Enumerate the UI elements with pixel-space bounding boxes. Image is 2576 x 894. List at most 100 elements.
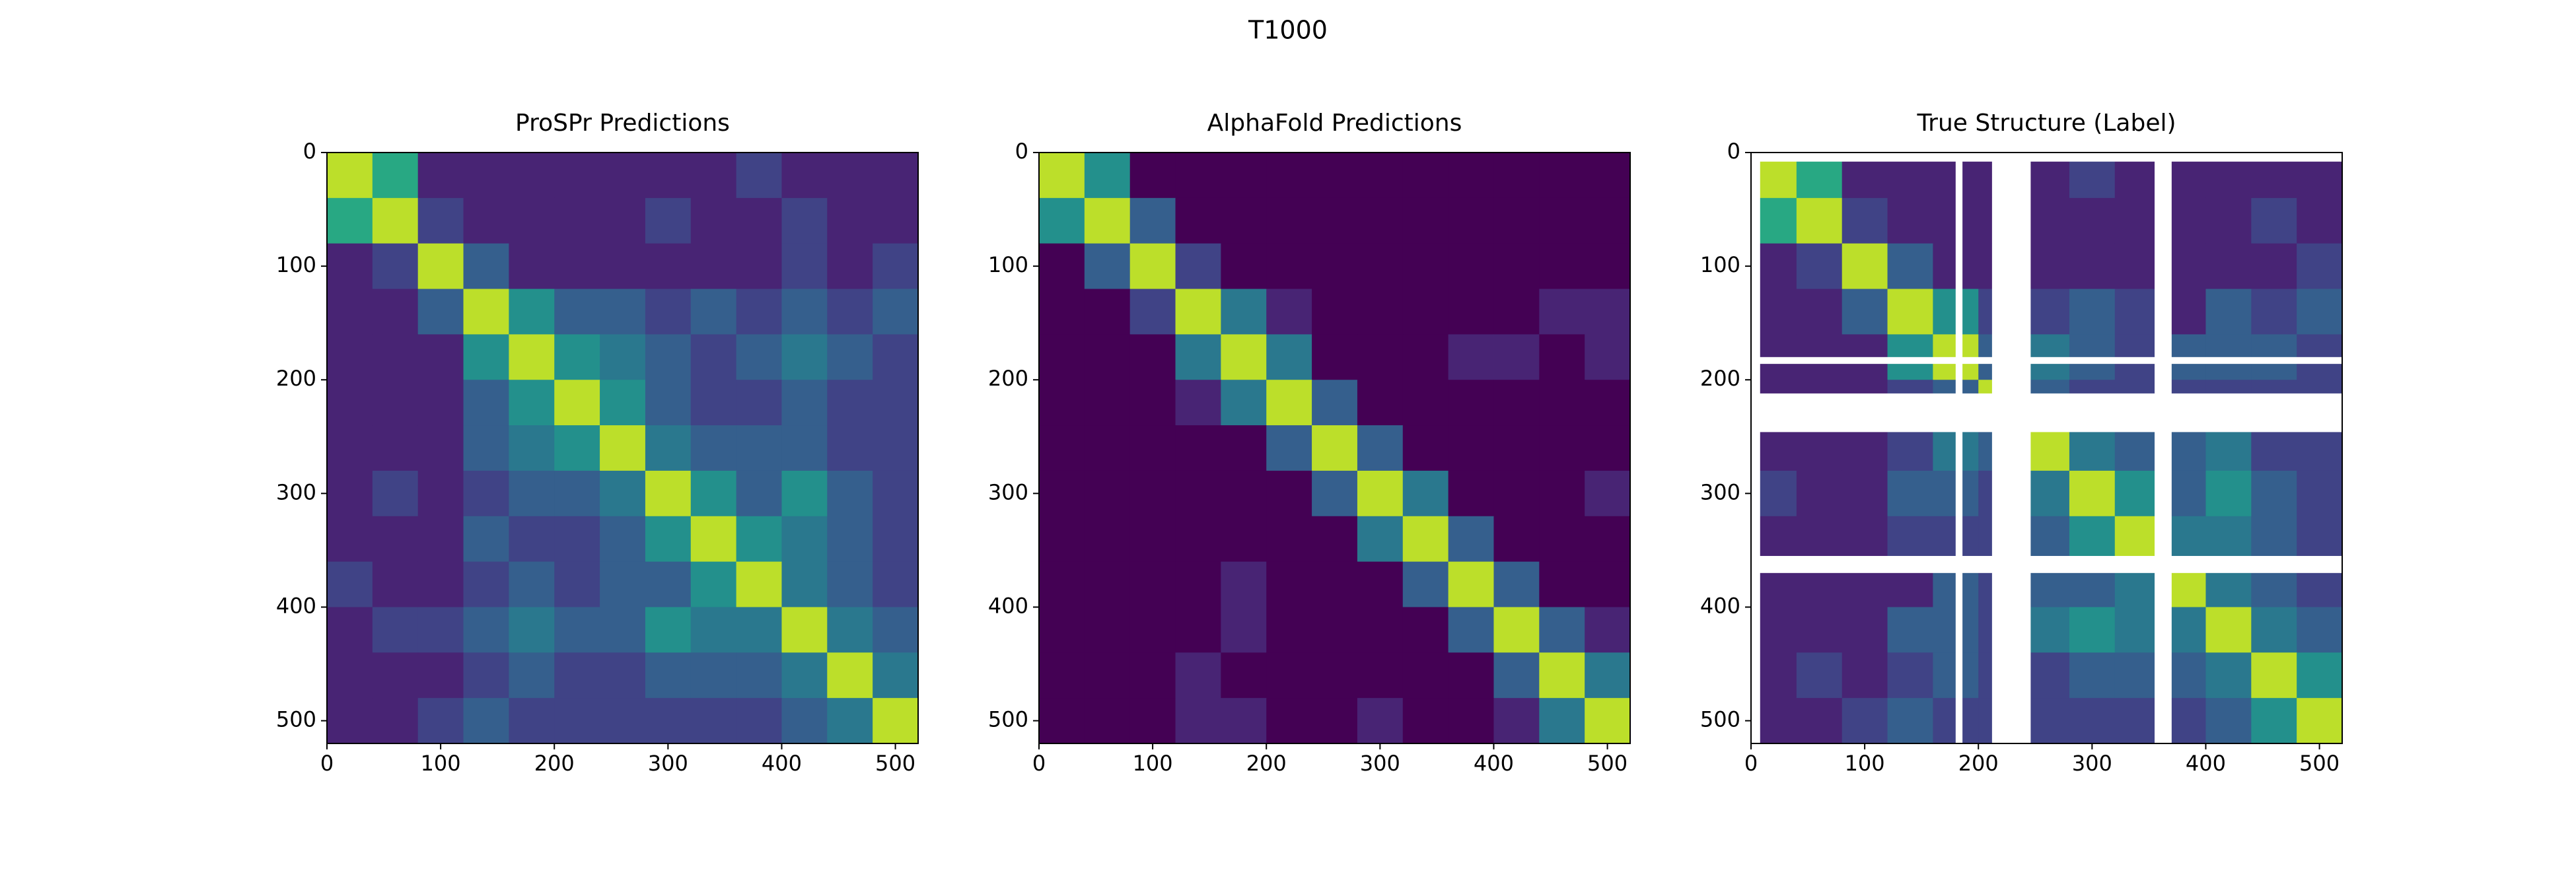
heatmap-cell bbox=[1221, 652, 1267, 699]
heatmap-cell bbox=[1539, 607, 1585, 653]
heatmap-cell bbox=[1887, 516, 1933, 563]
heatmap-cell bbox=[873, 652, 918, 699]
heatmap-cell bbox=[1585, 153, 1630, 199]
heatmap-cell bbox=[463, 153, 509, 199]
heatmap-cell bbox=[509, 380, 555, 426]
heatmap-cell bbox=[600, 380, 646, 426]
heatmap-cell bbox=[2205, 516, 2252, 563]
heatmap-cell bbox=[873, 289, 918, 335]
heatmap-cell bbox=[1221, 561, 1267, 607]
heatmap-cell bbox=[1039, 607, 1085, 653]
figure-title: T1000 bbox=[1248, 16, 1328, 45]
heatmap-cell bbox=[1887, 607, 1933, 653]
heatmap-cell bbox=[463, 561, 509, 607]
heatmap-cell bbox=[2297, 197, 2342, 244]
heatmap-cell bbox=[1266, 652, 1312, 699]
heatmap-cell bbox=[2069, 470, 2116, 517]
heatmap-cell bbox=[827, 425, 873, 471]
heatmap-cell bbox=[690, 425, 737, 471]
heatmap-cell bbox=[2205, 470, 2252, 517]
heatmap-cell bbox=[1448, 607, 1494, 653]
heatmap-cell bbox=[1842, 652, 1888, 699]
heatmap-cell bbox=[1887, 243, 1933, 290]
heatmap-cell bbox=[781, 243, 828, 290]
heatmap-cell bbox=[2251, 470, 2297, 517]
heatmap-cell bbox=[1084, 425, 1131, 471]
heatmap-cell bbox=[1312, 561, 1358, 607]
axes-frame bbox=[1750, 152, 2343, 744]
heatmap-cell bbox=[372, 561, 419, 607]
heatmap-cell bbox=[1585, 380, 1630, 426]
heatmap-cell bbox=[1221, 425, 1267, 471]
y-tick-label: 500 bbox=[988, 707, 1028, 732]
heatmap-cell bbox=[509, 516, 555, 563]
heatmap-cell bbox=[1129, 380, 1176, 426]
heatmap-cell bbox=[2069, 243, 2116, 290]
heatmap-cell bbox=[736, 607, 782, 653]
heatmap-cell bbox=[1039, 380, 1085, 426]
heatmap-cell bbox=[2205, 607, 2252, 653]
heatmap-cell bbox=[2251, 607, 2297, 653]
heatmap-cell bbox=[781, 334, 828, 380]
heatmap-cell bbox=[1129, 153, 1176, 199]
masked-column bbox=[1751, 153, 1760, 743]
heatmap-cell bbox=[2297, 289, 2342, 335]
heatmap-cell bbox=[2297, 516, 2342, 563]
x-tick-label: 0 bbox=[1032, 751, 1046, 776]
heatmap-cell bbox=[1448, 470, 1494, 517]
axes-frame bbox=[1038, 152, 1631, 744]
heatmap-cell bbox=[1084, 334, 1131, 380]
masked-row bbox=[1751, 357, 2342, 364]
heatmap-cell bbox=[1129, 607, 1176, 653]
y-tick-label: 100 bbox=[988, 252, 1028, 277]
heatmap-cell bbox=[2205, 652, 2252, 699]
heatmap-cell bbox=[417, 380, 464, 426]
heatmap-cell bbox=[1266, 334, 1312, 380]
heatmap-cell bbox=[690, 607, 737, 653]
heatmap-cell bbox=[600, 516, 646, 563]
x-tick-label: 500 bbox=[1587, 751, 1628, 776]
heatmap-cell bbox=[1266, 425, 1312, 471]
y-tick-label: 0 bbox=[303, 139, 316, 164]
heatmap-cell bbox=[1221, 197, 1267, 244]
heatmap-cell bbox=[690, 334, 737, 380]
y-tick-label: 0 bbox=[1015, 139, 1028, 164]
heatmap-cell bbox=[736, 243, 782, 290]
masked-column bbox=[2155, 153, 2172, 743]
heatmap-cell bbox=[2024, 516, 2070, 563]
heatmap-cell bbox=[1129, 516, 1176, 563]
heatmap-cell bbox=[1539, 425, 1585, 471]
heatmap-cell bbox=[1585, 516, 1630, 563]
heatmap-cell bbox=[1175, 197, 1221, 244]
heatmap-cell bbox=[1039, 698, 1085, 743]
heatmap-cell bbox=[1585, 334, 1630, 380]
heatmap-cell bbox=[645, 607, 692, 653]
heatmap-cell bbox=[554, 197, 600, 244]
heatmap-cell bbox=[2205, 425, 2252, 471]
heatmap-cell bbox=[1175, 698, 1221, 743]
heatmap-cell bbox=[1796, 197, 1843, 244]
heatmap-cell bbox=[1887, 470, 1933, 517]
heatmap-cell bbox=[827, 289, 873, 335]
heatmap-cell bbox=[1221, 698, 1267, 743]
heatmap-cell bbox=[1357, 153, 1404, 199]
heatmap-cell bbox=[1493, 652, 1540, 699]
heatmap-cell bbox=[1842, 243, 1888, 290]
heatmap-cell bbox=[1039, 470, 1085, 517]
heatmap-cell bbox=[645, 153, 692, 199]
heatmap-cell bbox=[1312, 289, 1358, 335]
heatmap-cell bbox=[327, 470, 373, 517]
heatmap-cell bbox=[645, 516, 692, 563]
heatmap-cell bbox=[1129, 561, 1176, 607]
x-tick-label: 100 bbox=[1845, 751, 1885, 776]
heatmap-cell bbox=[417, 698, 464, 743]
y-tick-label: 300 bbox=[276, 479, 316, 504]
heatmap-cell bbox=[873, 698, 918, 743]
x-tick-label: 300 bbox=[648, 751, 688, 776]
heatmap-cell bbox=[873, 607, 918, 653]
heatmap-cell bbox=[1084, 197, 1131, 244]
heatmap-cell bbox=[1402, 289, 1449, 335]
x-tick-label: 100 bbox=[1133, 751, 1173, 776]
heatmap-cell bbox=[554, 607, 600, 653]
